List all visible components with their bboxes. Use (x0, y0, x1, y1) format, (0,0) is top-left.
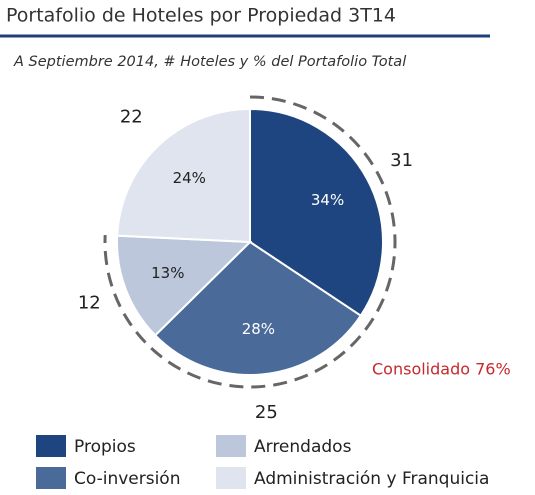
slice-label: 34% (311, 191, 344, 209)
chart-subtitle: A Septiembre 2014, # Hoteles y % del Por… (13, 54, 406, 70)
consolidated-arc (103, 95, 397, 389)
count-label: 25 (255, 402, 278, 423)
count-label: 31 (390, 150, 413, 171)
slice-label: 24% (173, 169, 206, 187)
legend-label: Propios (74, 437, 136, 457)
count-label: 22 (120, 107, 143, 128)
legend-label: Co-inversión (74, 469, 180, 489)
annotation: Consolidado 76% (372, 360, 511, 379)
legend-label: Administración y Franquicia (254, 469, 489, 489)
slice-label: 28% (242, 320, 275, 338)
legend-swatch (216, 467, 246, 489)
pie-slice (153, 240, 363, 376)
chart-title: Portafolio de Hoteles por Propiedad 3T14 (6, 5, 396, 27)
pie-slice (116, 234, 253, 337)
legend-swatch (36, 467, 66, 489)
pie-slice (116, 107, 251, 244)
legend-label: Arrendados (254, 437, 352, 457)
slice-label: 13% (151, 264, 184, 282)
legend-swatch (36, 435, 66, 457)
legend-swatch (216, 435, 246, 457)
count-label: 12 (78, 292, 101, 313)
